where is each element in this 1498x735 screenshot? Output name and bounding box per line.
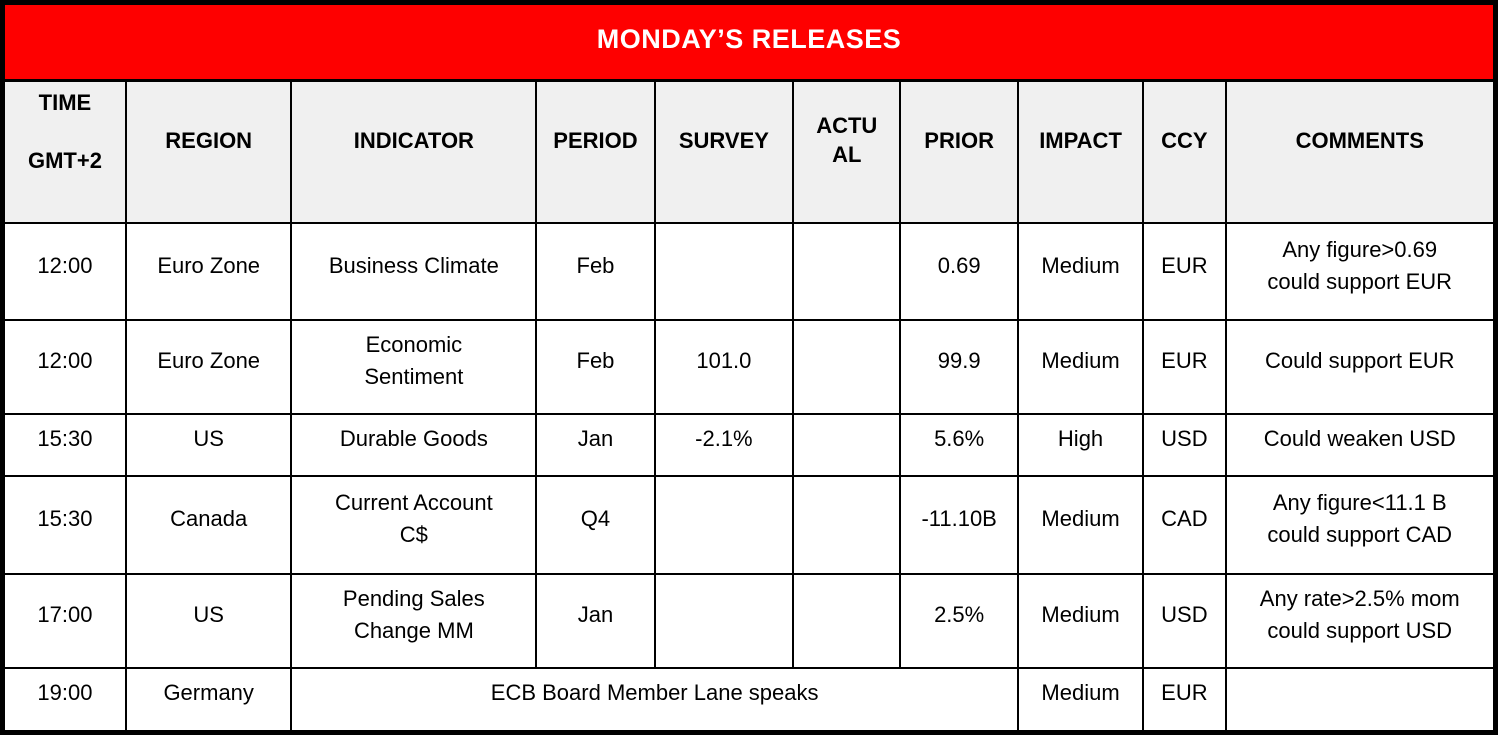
cell-ccy: EUR: [1142, 667, 1227, 733]
cell-comments: Any figure>0.69 could support EUR: [1224, 222, 1497, 321]
cell-survey: 101.0: [653, 319, 795, 415]
cell-time: 17:00: [1, 573, 127, 669]
cell-survey: [653, 475, 795, 575]
col-header-time-line2: GMT+2: [27, 148, 102, 173]
cell-comments: [1224, 667, 1497, 733]
col-header-survey: SURVEY: [653, 79, 795, 224]
cell-time: 12:00: [1, 319, 127, 415]
banner-row: MONDAY’S RELEASES: [1, 1, 1497, 82]
cell-actual: [792, 475, 902, 575]
cell-prior: 2.5%: [899, 573, 1019, 669]
col-header-period: PERIOD: [535, 79, 656, 224]
cell-region: Euro Zone: [124, 222, 293, 321]
cell-survey: -2.1%: [653, 413, 795, 477]
cell-ccy: EUR: [1142, 319, 1227, 415]
table-row: 15:30 US Durable Goods Jan -2.1% 5.6% Hi…: [1, 413, 1497, 477]
cell-impact: Medium: [1016, 319, 1145, 415]
col-header-time-line1: TIME: [38, 90, 92, 115]
cell-impact: Medium: [1016, 667, 1145, 733]
col-header-impact: IMPACT: [1016, 79, 1145, 224]
cell-prior: 0.69: [899, 222, 1019, 321]
cell-comments: Any figure<11.1 B could support CAD: [1224, 475, 1497, 575]
cell-region: US: [124, 573, 293, 669]
cell-comments: Could weaken USD: [1224, 413, 1497, 477]
table-row: 12:00 Euro Zone Economic Sentiment Feb 1…: [1, 319, 1497, 415]
cell-period: Feb: [535, 222, 656, 321]
col-header-indicator: INDICATOR: [290, 79, 538, 224]
cell-region: US: [124, 413, 293, 477]
column-header-row: TIME GMT+2 REGION INDICATOR PERIOD SURVE…: [1, 79, 1497, 224]
cell-time: 19:00: [1, 667, 127, 733]
col-header-comments: COMMENTS: [1224, 79, 1497, 224]
cell-indicator: Pending Sales Change MM: [290, 573, 538, 669]
cell-time: 15:30: [1, 475, 127, 575]
cell-event-merged: ECB Board Member Lane speaks: [290, 667, 1019, 733]
cell-ccy: USD: [1142, 413, 1227, 477]
table-row: 12:00 Euro Zone Business Climate Feb 0.6…: [1, 222, 1497, 321]
cell-time: 15:30: [1, 413, 127, 477]
table-row: 15:30 Canada Current Account C$ Q4 -11.1…: [1, 475, 1497, 575]
table-row: 19:00 Germany ECB Board Member Lane spea…: [1, 667, 1497, 733]
col-header-region: REGION: [124, 79, 293, 224]
col-header-prior: PRIOR: [899, 79, 1019, 224]
cell-survey: [653, 222, 795, 321]
cell-actual: [792, 413, 902, 477]
cell-ccy: CAD: [1142, 475, 1227, 575]
cell-actual: [792, 319, 902, 415]
cell-indicator: Current Account C$: [290, 475, 538, 575]
col-header-ccy: CCY: [1142, 79, 1227, 224]
cell-period: Jan: [535, 573, 656, 669]
cell-ccy: EUR: [1142, 222, 1227, 321]
cell-indicator: Business Climate: [290, 222, 538, 321]
cell-indicator: Economic Sentiment: [290, 319, 538, 415]
page-title: MONDAY’S RELEASES: [1, 1, 1497, 82]
cell-period: Feb: [535, 319, 656, 415]
cell-prior: 99.9: [899, 319, 1019, 415]
cell-region: Germany: [124, 667, 293, 733]
cell-impact: Medium: [1016, 222, 1145, 321]
cell-region: Canada: [124, 475, 293, 575]
cell-impact: High: [1016, 413, 1145, 477]
cell-actual: [792, 573, 902, 669]
cell-survey: [653, 573, 795, 669]
table-row: 17:00 US Pending Sales Change MM Jan 2.5…: [1, 573, 1497, 669]
cell-comments: Any rate>2.5% mom could support USD: [1224, 573, 1497, 669]
cell-prior: 5.6%: [899, 413, 1019, 477]
cell-impact: Medium: [1016, 475, 1145, 575]
cell-ccy: USD: [1142, 573, 1227, 669]
cell-comments: Could support EUR: [1224, 319, 1497, 415]
cell-time: 12:00: [1, 222, 127, 321]
col-header-actual-label: ACTUAL: [816, 113, 878, 167]
cell-indicator: Durable Goods: [290, 413, 538, 477]
cell-actual: [792, 222, 902, 321]
cell-period: Q4: [535, 475, 656, 575]
cell-prior: -11.10B: [899, 475, 1019, 575]
col-header-actual: ACTUAL: [792, 79, 902, 224]
cell-region: Euro Zone: [124, 319, 293, 415]
col-header-time: TIME GMT+2: [1, 79, 127, 224]
cell-period: Jan: [535, 413, 656, 477]
cell-impact: Medium: [1016, 573, 1145, 669]
